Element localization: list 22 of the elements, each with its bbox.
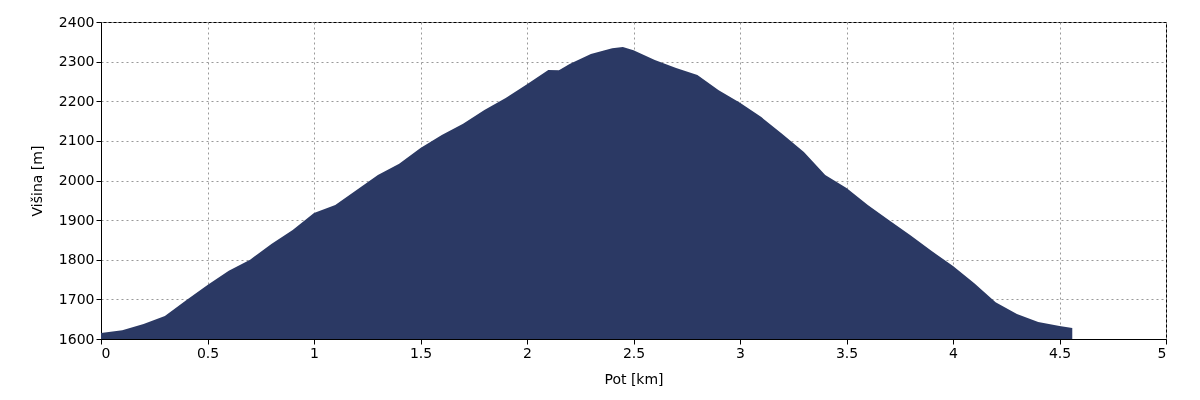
y-tick-label: 2100	[58, 132, 95, 149]
x-tick-label: 1.5	[409, 344, 433, 361]
x-tick-label: 3.5	[835, 344, 859, 361]
x-tick-label: 5	[1157, 344, 1167, 361]
x-tick-label: 0	[101, 344, 111, 361]
y-tick-label: 1900	[58, 211, 95, 228]
x-tick-label: 2	[523, 344, 532, 361]
y-axis-title: Višina [m]	[28, 145, 45, 217]
x-tick-label: 4	[949, 344, 959, 361]
x-tick-label: 3	[736, 344, 745, 361]
y-tick-label: 2000	[58, 172, 95, 188]
y-tick-label: 2400	[58, 13, 95, 30]
x-tick-label: 4.5	[1048, 344, 1072, 361]
x-axis-title: Pot [km]	[604, 370, 664, 387]
x-tick-label: 0.5	[196, 344, 220, 361]
y-tick-label: 1800	[58, 251, 95, 268]
y-tick-label: 2300	[58, 53, 95, 70]
x-tick-label: 2.5	[622, 344, 646, 361]
y-tick-label: 1700	[58, 290, 95, 307]
y-tick-label: 2200	[58, 92, 95, 109]
x-tick-label: 1	[310, 344, 319, 361]
y-tick-label: 1600	[58, 330, 95, 347]
